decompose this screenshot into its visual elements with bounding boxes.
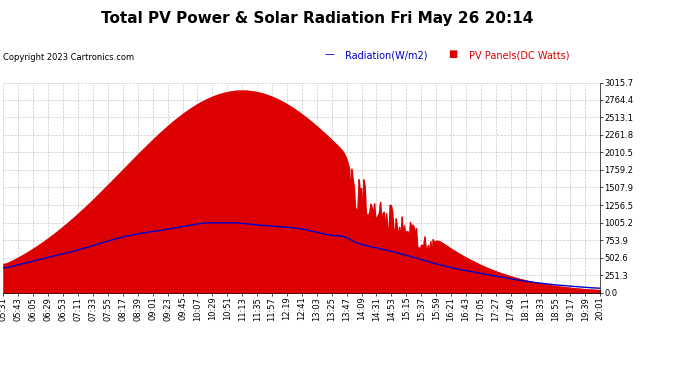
Text: PV Panels(DC Watts): PV Panels(DC Watts) xyxy=(469,51,570,61)
Text: ■: ■ xyxy=(448,49,457,59)
Text: Radiation(W/m2): Radiation(W/m2) xyxy=(345,51,428,61)
Text: —: — xyxy=(324,49,334,59)
Text: Total PV Power & Solar Radiation Fri May 26 20:14: Total PV Power & Solar Radiation Fri May… xyxy=(101,11,533,26)
Text: Copyright 2023 Cartronics.com: Copyright 2023 Cartronics.com xyxy=(3,53,135,62)
